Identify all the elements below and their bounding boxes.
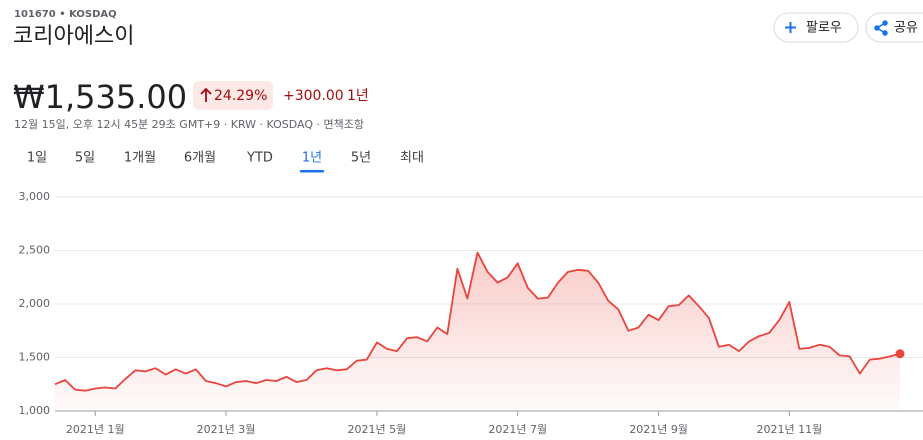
y-tick-label: 3,000 — [19, 190, 51, 203]
period-tab[interactable]: 6개월 — [184, 151, 216, 166]
period-tab[interactable]: 5년 — [351, 151, 371, 166]
period-tab[interactable]: YTD — [246, 151, 273, 166]
x-tick-label: 2021년 9월 — [629, 423, 688, 436]
change-amount: +300.00 — [283, 88, 344, 104]
follow-button-bg[interactable] — [773, 12, 859, 43]
x-tick-label: 2021년 1월 — [66, 423, 125, 436]
x-tick-label: 2021년 7월 — [488, 423, 547, 436]
period-tab[interactable]: 최대 — [400, 151, 424, 166]
price-line — [54, 251, 901, 392]
price: ₩1,535.00 — [13, 78, 187, 116]
period-tab[interactable]: 1개월 — [124, 151, 156, 166]
company-name: 코리아에스이 — [13, 24, 134, 49]
period-tab[interactable]: 5일 — [75, 151, 95, 166]
plus-icon — [785, 22, 796, 33]
x-tick-label: 2021년 5월 — [348, 423, 407, 436]
price-chart: 1,000 1,500 2,000 2,500 3,000 2021년 1월 2021년 3… — [19, 190, 923, 436]
period-tabs: 1일 5일 1개월 6개월 YTD 1년 5년 최대 — [27, 151, 424, 173]
y-tick-label: 2,000 — [19, 297, 51, 310]
follow-label[interactable]: 팔로우 — [806, 21, 842, 36]
change-badge — [193, 81, 273, 110]
follow-button[interactable]: 팔로우 — [773, 12, 859, 43]
selected-tab-indicator — [299, 170, 325, 173]
area-fill — [55, 252, 900, 411]
x-tick-label: 2021년 11월 — [756, 423, 822, 436]
quote-details: 12월 15일, 오후 12시 45분 29초 GMT+9 · KRW · KO… — [14, 117, 364, 131]
y-tick-label: 2,500 — [19, 244, 51, 257]
share-label[interactable]: 공유 — [894, 21, 918, 36]
up-arrow — [200, 87, 212, 102]
period-tab[interactable]: 1일 — [27, 151, 47, 166]
y-tick-label: 1,000 — [19, 404, 51, 417]
y-tick-label: 1,500 — [19, 351, 51, 364]
period-tab[interactable]: 1년 — [302, 151, 322, 166]
x-tick-label: 2021년 3월 — [197, 423, 256, 436]
change-period: 1년 — [347, 88, 369, 104]
share-icon — [874, 20, 888, 36]
change-percent: 24.29% — [214, 88, 267, 104]
share-button-bg[interactable] — [865, 12, 923, 43]
ticker: 101670 • KOSDAQ — [14, 9, 117, 20]
share-button[interactable]: 공유 — [865, 12, 923, 43]
last-point — [895, 349, 905, 359]
